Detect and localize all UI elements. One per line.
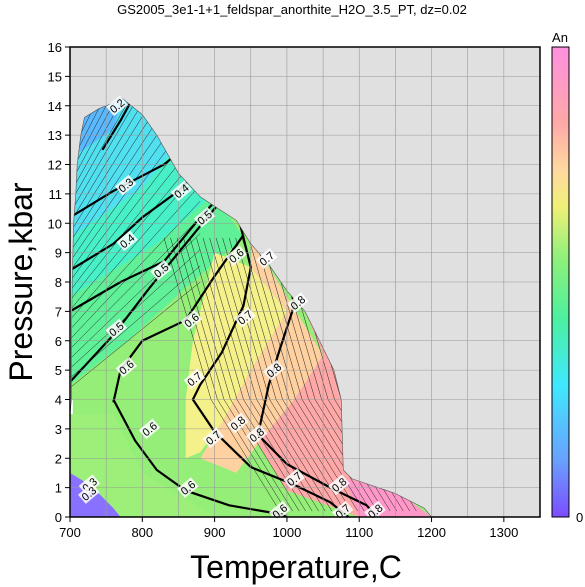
y-tick-label: 14 (48, 99, 62, 114)
contour-label-bg (177, 477, 199, 498)
fill-band (344, 478, 432, 517)
contour-label-bg (234, 306, 256, 328)
contour-label-bg (115, 356, 138, 378)
contour-label-bg (114, 174, 137, 196)
contour-line-thin (70, 96, 201, 224)
colorbar-label: An (552, 30, 568, 45)
x-tick-label: 1300 (489, 525, 518, 540)
contour-line-thin (70, 96, 201, 204)
x-tick-label: 700 (59, 525, 81, 540)
contour-label-bg (227, 412, 249, 434)
contour-label-bg (183, 368, 206, 390)
contour-label-bg (255, 248, 278, 269)
x-axis-ticks: 700 800 900 1000 1100 1200 1300 (59, 517, 518, 540)
contour-label-bg (283, 468, 305, 490)
chart-title: GS2005_3e1-1+1_feldspar_anorthite_H2O_3.… (117, 2, 467, 17)
x-tick-label: 800 (131, 525, 153, 540)
contour-line-thin (70, 96, 201, 185)
contour-line-thick (112, 234, 245, 403)
contour-label-bg (328, 474, 350, 496)
contour-line-thin (70, 96, 201, 253)
contour-label-bg (170, 180, 193, 202)
contour-label-bg (105, 318, 128, 340)
x-tick-label: 900 (204, 525, 226, 540)
contour-label-bg (193, 207, 216, 228)
y-tick-label: 16 (48, 40, 62, 55)
y-axis-label: Pressure,kbar (3, 182, 39, 382)
colorbar-min-label: 0 (576, 510, 583, 525)
contour-label-bg (78, 483, 100, 504)
fill-band (200, 237, 324, 473)
contour-label-bg (287, 292, 309, 313)
contour-line-thin (70, 96, 201, 243)
contour-label-bg (116, 230, 138, 252)
contour-label-bg (245, 424, 268, 446)
contour-label-bg (263, 359, 285, 381)
y-tick-label: 0 (55, 510, 62, 525)
y-tick-label: 13 (48, 128, 62, 143)
x-tick-label: 1200 (417, 525, 446, 540)
fill-band (70, 399, 73, 415)
y-tick-label: 15 (48, 69, 62, 84)
contour-label-bg (138, 418, 161, 440)
contour-label-bg (202, 427, 224, 449)
fill-band (185, 252, 287, 459)
y-tick-label: 5 (55, 363, 62, 378)
y-tick-label: 8 (55, 275, 62, 290)
colorbar (551, 46, 570, 518)
contour-label-bg (180, 309, 203, 331)
y-tick-label: 7 (55, 304, 62, 319)
y-tick-label: 3 (55, 422, 62, 437)
y-tick-label: 2 (55, 451, 62, 466)
contour-line-thin (70, 96, 201, 165)
x-tick-label: 1100 (345, 525, 373, 540)
y-tick-label: 1 (55, 481, 62, 496)
y-tick-label: 12 (48, 158, 62, 173)
contour-label-bg (225, 245, 248, 266)
fill-band (70, 96, 201, 238)
x-axis-label: Temperature,C (190, 549, 402, 585)
contour-label-bg (150, 259, 172, 281)
contour-label-bg (106, 95, 128, 117)
y-tick-label: 9 (55, 246, 62, 261)
contour-line-thin (70, 96, 201, 233)
contour-line-thin (70, 96, 201, 195)
contour-line-thin (70, 96, 201, 175)
y-tick-label: 6 (55, 334, 62, 349)
y-tick-label: 11 (49, 187, 63, 202)
y-tick-label: 4 (55, 393, 62, 408)
x-tick-label: 1000 (272, 525, 301, 540)
y-tick-label: 10 (48, 216, 62, 231)
